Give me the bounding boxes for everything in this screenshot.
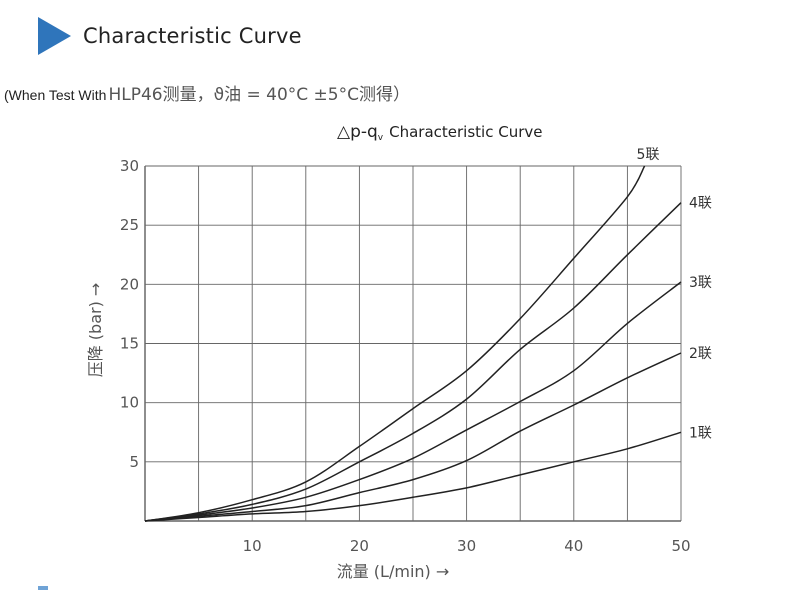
x-tick-label: 50	[671, 537, 690, 555]
chart-grid	[144, 165, 682, 522]
series-label-2: 2联	[689, 346, 712, 362]
series-label-4: 4联	[689, 196, 712, 212]
x-tick-label: 10	[243, 537, 262, 555]
y-tick-label: 15	[120, 335, 139, 353]
chart-title: △p-qv Characteristic Curve	[337, 122, 542, 143]
series-line-1	[144, 431, 682, 522]
series-line-3	[144, 281, 682, 522]
y-tick-labels: 5 10 15 20 25 30	[120, 157, 139, 471]
x-tick-labels: 10 20 30 40 50	[243, 537, 691, 555]
x-tick-label: 40	[564, 537, 583, 555]
test-condition-note: (When Test With HLP46测量，ϑ油 = 40°C ±5°C测得…	[4, 80, 410, 105]
chart-title-subscript: v	[378, 133, 384, 143]
y-tick-label: 25	[120, 216, 139, 234]
x-axis-label: 流量 (L/min) →	[337, 562, 450, 581]
y-tick-label: 30	[120, 157, 139, 175]
y-tick-label: 5	[129, 453, 139, 471]
chart-title-suffix: Characteristic Curve	[389, 123, 542, 141]
series-label-5: 5联	[637, 147, 660, 163]
y-tick-label: 20	[120, 275, 139, 293]
series-line-5	[144, 165, 646, 522]
series-label-1: 1联	[689, 425, 712, 441]
test-condition-prefix: (When Test With	[4, 87, 107, 103]
series-line-4	[144, 202, 682, 522]
y-axis-label: 压降 (bar) →	[86, 283, 105, 378]
series-line-2	[144, 352, 682, 522]
test-condition-text: HLP46测量，ϑ油 = 40°C ±5°C测得）	[108, 85, 410, 105]
x-tick-label: 20	[350, 537, 369, 555]
series-label-3: 3联	[689, 275, 712, 291]
chart-title-prefix: △p-q	[337, 122, 378, 142]
play-triangle-icon	[38, 17, 71, 55]
section-header: Characteristic Curve	[38, 16, 302, 56]
series-labels: 1联 2联 3联 4联 5联	[637, 147, 712, 441]
section-title: Characteristic Curve	[83, 24, 302, 48]
footer-accent-mark	[38, 586, 48, 590]
chart-series	[144, 165, 682, 522]
x-tick-label: 30	[457, 537, 476, 555]
y-tick-label: 10	[120, 394, 139, 412]
